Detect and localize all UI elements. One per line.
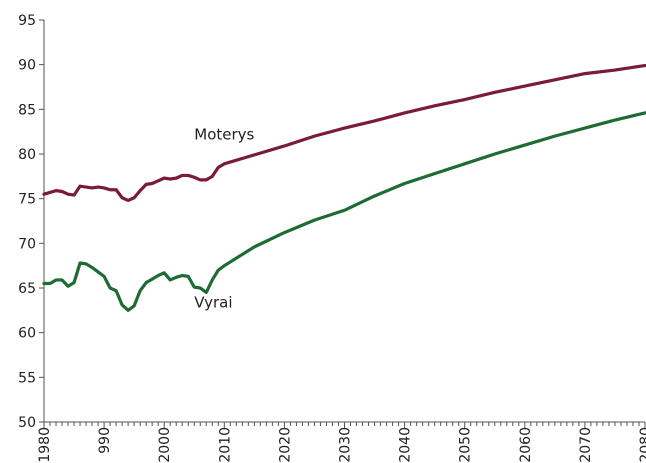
y-tick-label: 60 bbox=[18, 326, 36, 342]
y-tick-label: 55 bbox=[18, 370, 36, 386]
series-annotation: Vyrai bbox=[194, 294, 232, 312]
y-tick-label: 65 bbox=[18, 281, 36, 297]
chart-axes: 50 55 60 65 70 75 80 85 90 95 1980 990 2000 2010 2020 2… bbox=[18, 13, 646, 463]
y-tick-label: 80 bbox=[18, 147, 36, 163]
x-tick-label: 2080 bbox=[638, 427, 646, 463]
y-tick-label: 90 bbox=[18, 58, 36, 74]
x-tick-label: 2040 bbox=[398, 427, 414, 463]
x-tick-label: 990 bbox=[97, 427, 113, 454]
x-tick-label: 2050 bbox=[458, 427, 474, 463]
y-tick-label: 95 bbox=[18, 13, 36, 29]
x-tick-label: 2070 bbox=[578, 427, 594, 463]
chart-annotations: Moterys Vyrai bbox=[194, 126, 254, 312]
series-line-moterys bbox=[42, 63, 646, 203]
y-tick-label: 50 bbox=[18, 415, 36, 431]
x-tick-label: 2010 bbox=[217, 427, 233, 463]
x-tick-label: 2000 bbox=[157, 427, 173, 463]
x-tick-label: 2030 bbox=[338, 427, 354, 463]
x-tick-label: 2020 bbox=[277, 427, 293, 463]
x-tick-label: 2060 bbox=[518, 427, 534, 463]
series-annotation: Moterys bbox=[194, 126, 254, 144]
series-line-vyrai bbox=[42, 111, 646, 312]
y-tick-label: 70 bbox=[18, 236, 36, 252]
x-tick-label: 1980 bbox=[37, 427, 53, 463]
y-tick-label: 75 bbox=[18, 192, 36, 208]
chart-series bbox=[42, 63, 646, 312]
y-tick-label: 85 bbox=[18, 102, 36, 118]
